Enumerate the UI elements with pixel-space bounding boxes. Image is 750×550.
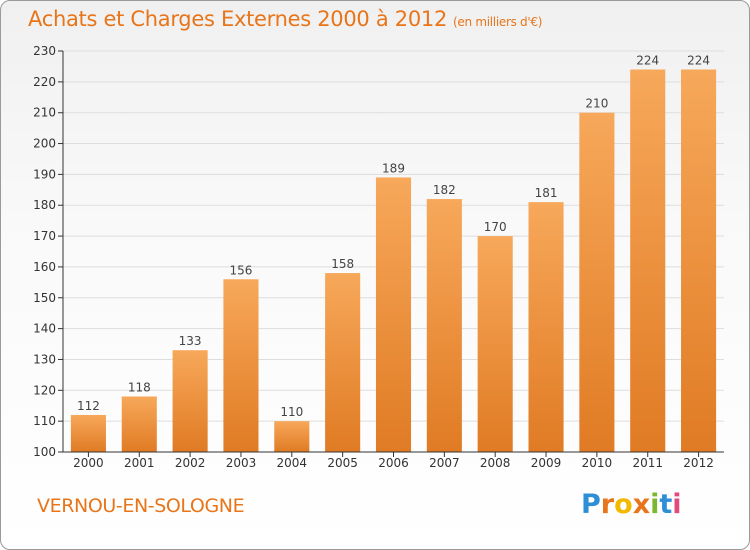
- y-tick-label: 220: [33, 75, 56, 89]
- bar: [681, 69, 717, 452]
- x-tick-label: 2004: [277, 456, 308, 470]
- bar: [223, 279, 259, 452]
- bar: [121, 396, 157, 452]
- data-label: 224: [687, 54, 710, 68]
- logo-letter: x: [632, 489, 651, 520]
- bar: [274, 421, 310, 452]
- axes: 100 110 120 130 140 150 160 170 180 190 200 210 220 2…: [33, 44, 724, 470]
- x-tick-label: 2000: [73, 456, 104, 470]
- y-tick-label: 140: [33, 322, 56, 336]
- data-label: 182: [433, 183, 456, 197]
- y-tick-label: 210: [33, 106, 56, 120]
- y-tick-label: 230: [33, 44, 56, 58]
- bar: [630, 69, 666, 452]
- bar: [528, 202, 564, 452]
- y-tick-label: 200: [33, 137, 56, 151]
- bar: [426, 199, 462, 452]
- bar: [325, 273, 361, 452]
- data-label: 156: [230, 263, 253, 277]
- data-label: 112: [77, 399, 100, 413]
- y-tick-label: 180: [33, 198, 56, 212]
- bar: [172, 350, 208, 452]
- data-label: 181: [535, 186, 558, 200]
- place-name: VERNOU-EN-SOLOGNE: [37, 495, 245, 517]
- x-tick-label: 2007: [429, 456, 460, 470]
- chart-title-text: Achats et Charges Externes 2000 à 2012: [28, 7, 448, 31]
- data-label: 133: [179, 334, 202, 348]
- bar: [477, 236, 513, 452]
- y-tick-label: 150: [33, 291, 56, 305]
- bar: [375, 177, 412, 452]
- logo-letter: o: [614, 489, 633, 520]
- data-label: 118: [128, 380, 151, 394]
- x-tick-label: 2011: [632, 456, 663, 470]
- logo-letter: t: [659, 489, 673, 520]
- x-tick-label: 2003: [226, 456, 257, 470]
- data-label: 189: [382, 161, 405, 175]
- data-label: 224: [636, 54, 659, 68]
- x-tick-label: 2012: [683, 456, 714, 470]
- chart-subtitle: (en milliers d'€): [453, 15, 543, 29]
- y-tick-label: 130: [33, 352, 56, 366]
- data-labels: 112 118 133 156 110 158 189 182 170 181 210 224 224: [77, 54, 710, 420]
- y-tick-label: 170: [33, 229, 56, 243]
- chart-title: Achats et Charges Externes 2000 à 2012 (e…: [28, 7, 542, 31]
- y-tick-label: 160: [33, 260, 56, 274]
- x-tick-label: 2001: [124, 456, 155, 470]
- logo-letter: i: [650, 489, 660, 520]
- data-label: 170: [484, 220, 507, 234]
- data-label: 210: [585, 97, 608, 111]
- logo-letter: r: [600, 489, 615, 520]
- logo-letter: i: [672, 489, 682, 520]
- bar: [70, 414, 106, 452]
- x-tick-label: 2008: [480, 456, 511, 470]
- y-tick-label: 110: [33, 414, 56, 428]
- y-tick-label: 190: [33, 167, 56, 181]
- bar: [579, 112, 615, 452]
- proxiti-logo[interactable]: Proxiti: [581, 489, 682, 520]
- y-tick-label: 120: [33, 383, 56, 397]
- x-tick-label: 2010: [582, 456, 613, 470]
- bars: [70, 69, 717, 452]
- data-label: 110: [280, 405, 303, 419]
- logo-letter: P: [581, 489, 601, 520]
- x-tick-label: 2005: [327, 456, 358, 470]
- y-tick-label: 100: [33, 445, 56, 459]
- x-tick-label: 2006: [378, 456, 409, 470]
- data-label: 158: [331, 257, 354, 271]
- x-tick-label: 2009: [531, 456, 562, 470]
- x-tick-label: 2002: [175, 456, 206, 470]
